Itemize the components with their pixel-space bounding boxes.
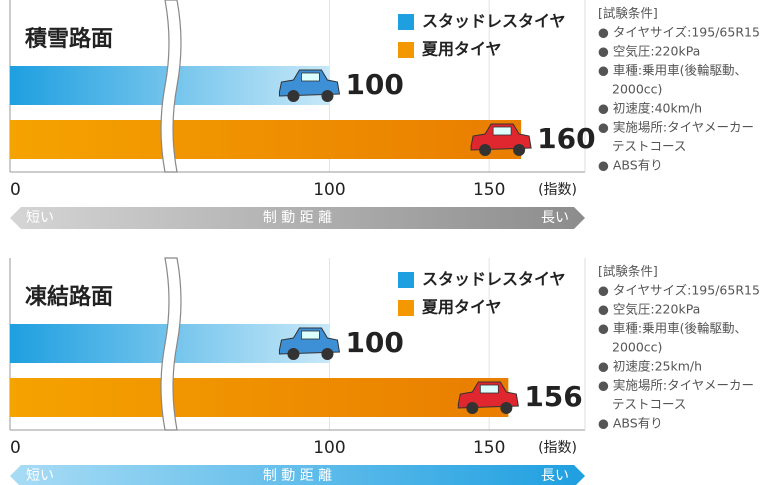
car-wheel bbox=[466, 402, 478, 414]
value-label: 156 bbox=[524, 380, 582, 413]
x-tick-label: 0 bbox=[10, 180, 21, 200]
legend-label: スタッドレスタイヤ bbox=[422, 12, 566, 31]
arrow-label: 制 動 距 離 bbox=[263, 209, 332, 226]
legend-label: 夏用タイヤ bbox=[421, 40, 502, 59]
condition-item: ● ABS有り bbox=[598, 416, 663, 431]
x-tick-label: 150 bbox=[473, 438, 505, 458]
car-wheel bbox=[513, 144, 525, 156]
arrow-long: 長い bbox=[541, 468, 569, 484]
condition-item: ● 実施場所:タイヤメーカー bbox=[598, 120, 754, 135]
condition-item: ● 初速度:40km/h bbox=[598, 101, 702, 116]
condition-item: 2000cc) bbox=[612, 82, 662, 97]
condition-item: ● ABS有り bbox=[598, 158, 663, 173]
condition-item: ● タイヤサイズ:195/65R15 bbox=[598, 283, 760, 298]
condition-item: ● 車種:乗用車(後輪駆動、 bbox=[598, 321, 747, 336]
legend-label: 夏用タイヤ bbox=[421, 298, 502, 317]
arrow-short: 短い bbox=[26, 210, 54, 226]
legend-swatch bbox=[398, 300, 414, 316]
condition-item: テストコース bbox=[612, 397, 686, 412]
legend-swatch bbox=[398, 272, 414, 288]
legend-swatch bbox=[398, 14, 414, 30]
arrow-label: 制 動 距 離 bbox=[263, 467, 332, 484]
car-window bbox=[301, 73, 319, 81]
condition-item: ● 実施場所:タイヤメーカー bbox=[598, 378, 754, 393]
car-wheel bbox=[321, 90, 333, 102]
car-wheel bbox=[287, 348, 299, 360]
condition-item: ● 初速度:25km/h bbox=[598, 359, 702, 374]
car-wheel bbox=[479, 144, 491, 156]
x-tick-label: 100 bbox=[313, 438, 345, 458]
value-label: 160 bbox=[537, 122, 595, 155]
chart-title: 凍結路面 bbox=[25, 284, 113, 310]
bar bbox=[10, 378, 508, 417]
car-window bbox=[493, 127, 511, 135]
arrow-short: 短い bbox=[26, 468, 54, 484]
chart-title: 積雪路面 bbox=[25, 26, 113, 52]
x-tick-label: 0 bbox=[10, 438, 21, 458]
conditions-title: [試験条件] bbox=[598, 6, 658, 21]
x-unit: (指数) bbox=[538, 182, 577, 198]
condition-item: テストコース bbox=[612, 139, 686, 154]
condition-item: 2000cc) bbox=[612, 340, 662, 355]
car-wheel bbox=[500, 402, 512, 414]
x-tick-label: 100 bbox=[313, 180, 345, 200]
x-tick-label: 150 bbox=[473, 180, 505, 200]
arrow-long: 長い bbox=[541, 210, 569, 226]
page: 0100150(指数)積雪路面スタッドレスタイヤ100夏用タイヤ160短い制 動… bbox=[0, 0, 784, 485]
condition-item: ● タイヤサイズ:195/65R15 bbox=[598, 25, 760, 40]
legend-label: スタッドレスタイヤ bbox=[422, 270, 566, 289]
car-wheel bbox=[321, 348, 333, 360]
car-window bbox=[301, 331, 319, 339]
value-label: 100 bbox=[345, 326, 403, 359]
condition-item: ● 空気圧:220kPa bbox=[598, 44, 700, 59]
condition-item: ● 車種:乗用車(後輪駆動、 bbox=[598, 63, 747, 78]
legend-swatch bbox=[398, 42, 414, 58]
value-label: 100 bbox=[345, 68, 403, 101]
bar bbox=[10, 120, 521, 159]
car-window bbox=[480, 385, 498, 393]
conditions-title: [試験条件] bbox=[598, 264, 658, 279]
condition-item: ● 空気圧:220kPa bbox=[598, 302, 700, 317]
x-unit: (指数) bbox=[538, 440, 577, 456]
car-wheel bbox=[287, 90, 299, 102]
